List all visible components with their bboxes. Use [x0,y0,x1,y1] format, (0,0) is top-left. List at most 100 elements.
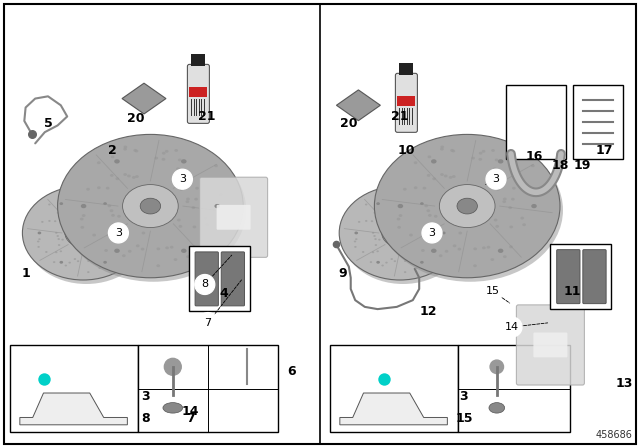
Text: 16: 16 [525,150,543,164]
Ellipse shape [445,224,447,227]
Text: 3: 3 [460,390,468,403]
Ellipse shape [117,215,121,218]
Ellipse shape [377,214,380,216]
Ellipse shape [417,207,419,209]
Point [27,131,37,138]
Ellipse shape [444,175,447,177]
Ellipse shape [87,260,90,262]
Ellipse shape [376,261,380,264]
Ellipse shape [381,219,419,247]
Ellipse shape [416,215,418,217]
Circle shape [486,169,506,189]
Ellipse shape [191,206,195,209]
Bar [458,345,570,432]
Ellipse shape [498,159,504,164]
Ellipse shape [482,150,485,153]
Ellipse shape [389,195,391,198]
Ellipse shape [509,225,513,228]
Ellipse shape [431,249,436,253]
Ellipse shape [186,200,189,203]
Ellipse shape [56,235,59,237]
Circle shape [422,223,442,243]
Ellipse shape [54,220,56,222]
Ellipse shape [394,250,397,252]
Text: 458686: 458686 [595,430,632,440]
Ellipse shape [65,219,101,247]
Ellipse shape [175,179,178,182]
Ellipse shape [179,225,182,228]
Ellipse shape [53,261,56,263]
Ellipse shape [48,203,51,206]
Text: 10: 10 [397,143,415,157]
Text: 9: 9 [338,267,347,280]
Ellipse shape [73,213,76,215]
Ellipse shape [496,188,500,191]
Ellipse shape [420,261,424,264]
Ellipse shape [162,152,166,155]
Ellipse shape [493,168,497,170]
Ellipse shape [531,164,534,167]
Ellipse shape [365,220,367,222]
Ellipse shape [99,195,101,198]
Ellipse shape [503,198,507,200]
Text: 3: 3 [179,174,186,184]
Ellipse shape [426,209,430,212]
Ellipse shape [440,173,444,176]
Ellipse shape [99,215,101,217]
Text: 20: 20 [340,116,358,130]
Ellipse shape [373,235,376,237]
Ellipse shape [413,161,417,164]
Ellipse shape [125,206,127,207]
Bar [550,244,611,309]
Ellipse shape [174,149,178,152]
Ellipse shape [390,258,393,260]
Text: 20: 20 [127,112,145,125]
Text: 11: 11 [564,284,582,298]
Ellipse shape [113,220,115,222]
Ellipse shape [214,204,220,208]
Ellipse shape [99,267,101,269]
Ellipse shape [372,251,374,253]
Ellipse shape [103,202,107,205]
Ellipse shape [355,238,358,240]
Text: 21: 21 [198,110,216,123]
Ellipse shape [177,219,180,221]
Text: 3: 3 [429,228,435,238]
Ellipse shape [403,201,405,202]
Ellipse shape [71,213,74,215]
Ellipse shape [435,240,437,242]
Ellipse shape [420,202,424,205]
Ellipse shape [141,248,145,250]
Ellipse shape [37,246,40,248]
Ellipse shape [427,233,429,235]
Ellipse shape [378,239,381,241]
Ellipse shape [474,247,477,250]
Ellipse shape [60,202,63,205]
Ellipse shape [440,185,495,228]
Ellipse shape [132,176,136,179]
Ellipse shape [60,250,62,252]
Ellipse shape [65,193,68,195]
Ellipse shape [41,221,44,223]
Ellipse shape [479,158,482,161]
Ellipse shape [423,229,426,231]
Ellipse shape [55,251,58,253]
Circle shape [483,281,503,301]
Ellipse shape [186,198,190,200]
Ellipse shape [108,204,111,207]
Ellipse shape [114,159,120,164]
Ellipse shape [38,232,41,234]
Ellipse shape [385,262,388,263]
Ellipse shape [440,148,444,151]
Ellipse shape [74,258,76,260]
Ellipse shape [179,188,183,191]
Ellipse shape [96,259,99,261]
Ellipse shape [374,200,376,202]
Ellipse shape [181,249,187,253]
Ellipse shape [494,219,497,221]
Ellipse shape [57,200,60,202]
Ellipse shape [122,185,178,228]
Ellipse shape [414,186,417,189]
Ellipse shape [491,149,495,152]
Ellipse shape [385,212,387,214]
